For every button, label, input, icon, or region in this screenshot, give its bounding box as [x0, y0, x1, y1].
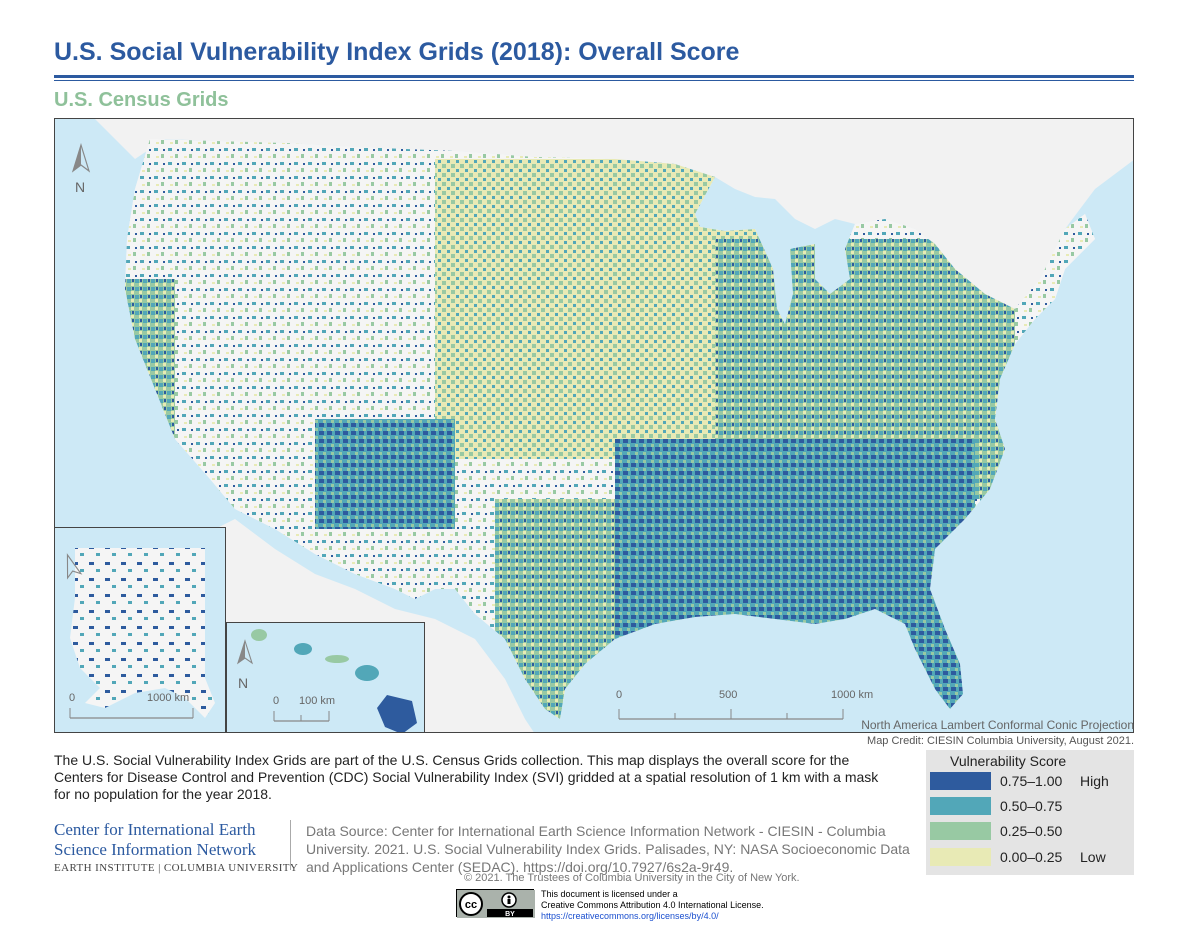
license-text: This document is licensed under a Creati… — [541, 889, 764, 922]
hawaii-inset[interactable]: N 0 100 km — [226, 622, 425, 733]
cc-badge-cc: cc — [465, 899, 477, 911]
north-arrow-icon — [71, 143, 91, 173]
legend-swatch — [930, 848, 991, 866]
map-title: U.S. Social Vulnerability Index Grids (2… — [54, 38, 740, 66]
hawaii-scale-end: 100 km — [299, 695, 336, 707]
projection-note: North America Lambert Conformal Conic Pr… — [861, 718, 1134, 732]
ciesin-line2: Science Information Network — [54, 840, 257, 859]
canada-land — [55, 119, 1133, 309]
hawaii-scale-zero: 0 — [273, 695, 280, 707]
scale-end: 1000 km — [831, 689, 874, 701]
alaska-scale-zero: 0 — [69, 692, 76, 704]
scale-zero: 0 — [616, 689, 623, 701]
map-credit: Map Credit: CIESIN Columbia University, … — [867, 735, 1134, 747]
hawaii-scale-bar — [273, 711, 330, 722]
data-source: Data Source: Center for International Ea… — [306, 823, 910, 875]
lake-michigan — [773, 239, 793, 324]
legend-tag-low: Low — [1080, 849, 1106, 865]
legend-swatch — [930, 822, 991, 840]
alaska-land — [70, 548, 215, 718]
hawaii-north-arrow-icon — [236, 639, 254, 665]
map-canvas — [55, 119, 1133, 732]
hawaii-island-kauai — [251, 629, 267, 641]
map-description: The U.S. Social Vulnerability Index Grid… — [54, 752, 879, 802]
license-line1: This document is licensed under a — [541, 889, 678, 899]
legend-item-low: 0.00–0.25 Low — [926, 848, 1134, 866]
ciesin-line1: Center for International Earth — [54, 820, 256, 839]
legend-item-high: 0.75–1.00 High — [926, 772, 1134, 790]
legend-title: Vulnerability Score — [950, 753, 1067, 769]
license-line2: Creative Commons Attribution 4.0 Interna… — [541, 900, 764, 910]
cc-badge-graphic: cc BY — [457, 890, 535, 918]
title-rule — [54, 75, 1134, 78]
legend-tag-high: High — [1080, 773, 1109, 789]
main-map[interactable]: N 0 500 1000 km — [54, 118, 1134, 733]
divider — [290, 820, 291, 870]
legend-range: 0.00–0.25 — [1000, 849, 1063, 865]
lake-huron — [815, 244, 850, 294]
legend-item-mid-low: 0.25–0.50 — [926, 822, 1134, 840]
license-link[interactable]: https://creativecommons.org/licenses/by/… — [541, 911, 719, 921]
hawaii-island-maui — [355, 665, 379, 681]
legend-swatch — [930, 797, 991, 815]
ciesin-logo[interactable]: Center for International Earth Science I… — [54, 820, 298, 874]
title-rule-thin — [54, 80, 1134, 81]
hawaii-island-oahu — [294, 643, 312, 655]
lake-superior — [695, 207, 775, 231]
legend-item-mid-high: 0.50–0.75 — [926, 797, 1134, 815]
main-scale-bar — [618, 709, 844, 720]
hawaii-island-big — [377, 695, 417, 732]
legend-range: 0.75–1.00 — [1000, 773, 1063, 789]
legend-range: 0.50–0.75 — [1000, 798, 1063, 814]
map-subtitle: U.S. Census Grids — [54, 89, 229, 111]
alaska-inset[interactable]: 0 1000 km — [54, 527, 226, 733]
cc-by-badge-icon[interactable]: cc BY — [456, 889, 535, 918]
legend: Vulnerability Score 0.75–1.00 High 0.50–… — [926, 750, 1134, 875]
hawaii-north-label: N — [238, 675, 249, 691]
scale-mid: 500 — [719, 689, 738, 701]
legend-swatch — [930, 772, 991, 790]
north-label: N — [75, 179, 86, 195]
legend-range: 0.25–0.50 — [1000, 823, 1063, 839]
alaska-north-arrow-icon — [66, 553, 83, 580]
cc-badge-by: BY — [505, 911, 515, 918]
alaska-scale-bar — [69, 708, 194, 719]
hawaii-map — [251, 629, 417, 732]
ciesin-line3: EARTH INSTITUTE | COLUMBIA UNIVERSITY — [54, 862, 299, 874]
alaska-scale-end: 1000 km — [147, 692, 190, 704]
copyright: © 2021. The Trustees of Columbia Univers… — [464, 872, 800, 884]
hawaii-island-molokai — [325, 655, 349, 663]
alaska-map — [70, 548, 215, 718]
